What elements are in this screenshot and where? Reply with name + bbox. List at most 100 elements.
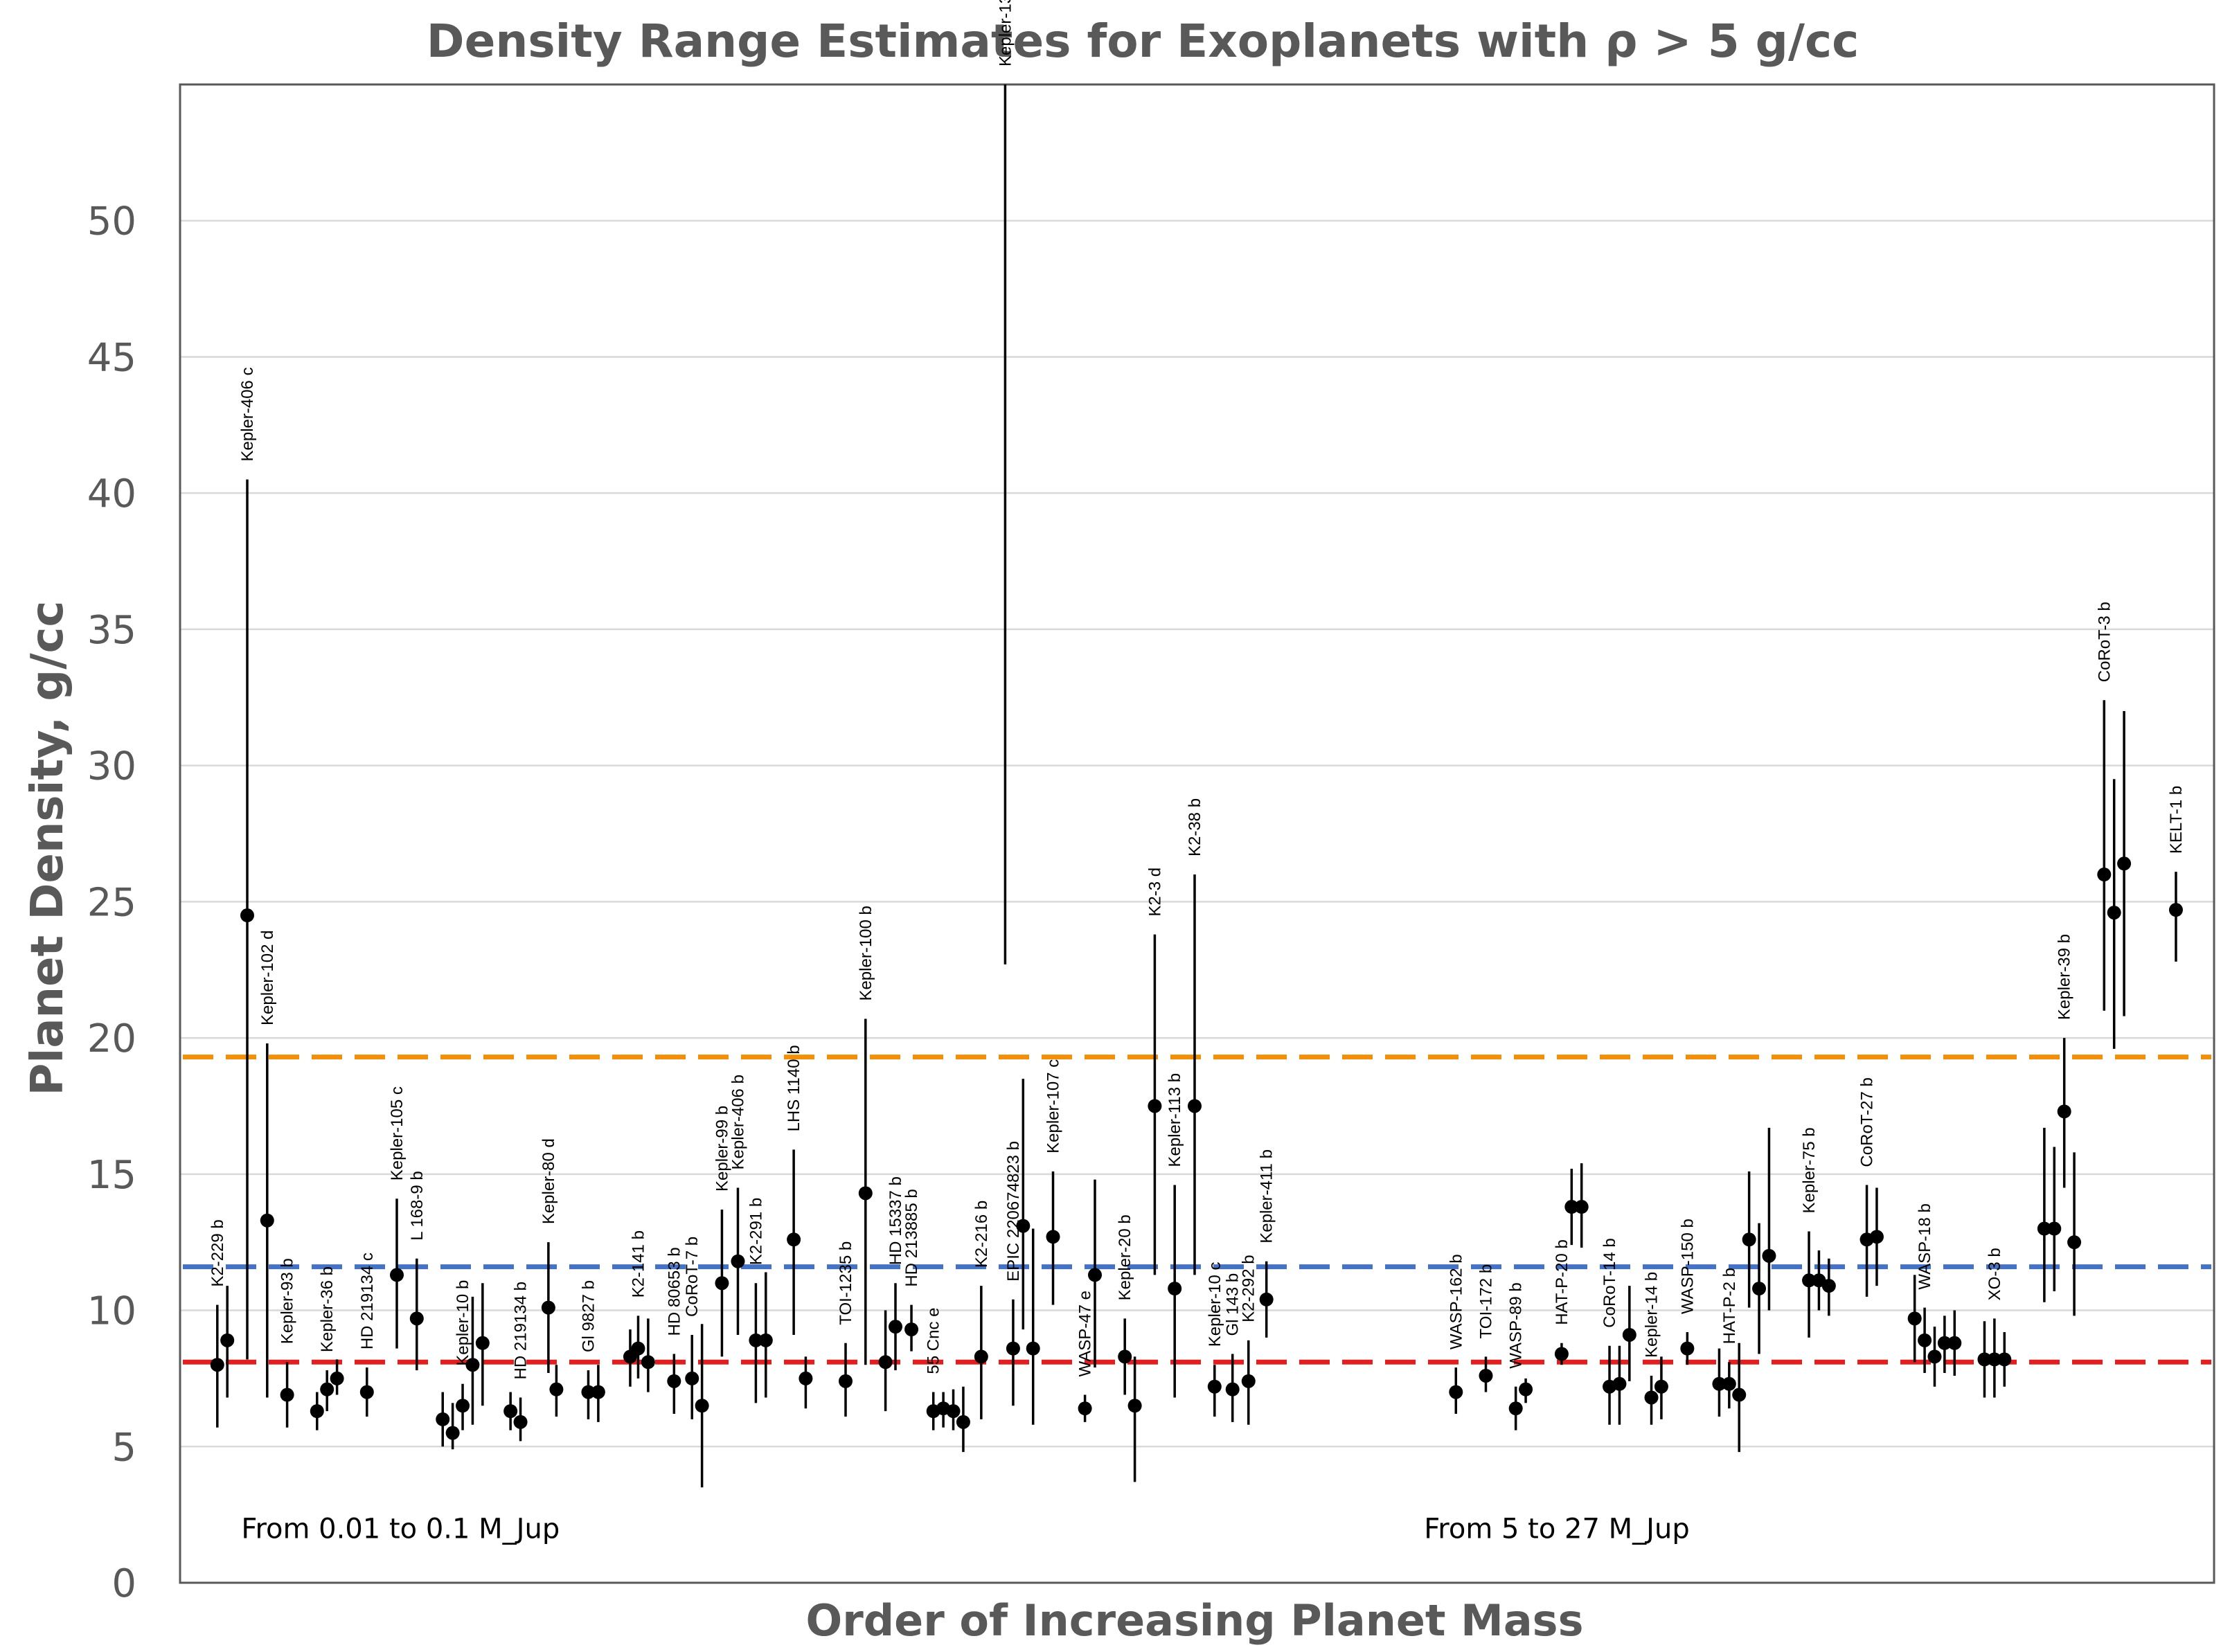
data-point bbox=[956, 1415, 970, 1429]
data-point bbox=[974, 1349, 988, 1364]
data-point bbox=[1564, 1200, 1579, 1214]
reference-lines bbox=[183, 1054, 2211, 1365]
point-label: Kepler-14 b bbox=[1643, 1272, 1661, 1358]
point-label: CoRoT-14 b bbox=[1600, 1238, 1619, 1327]
point-label: Kepler-411 b bbox=[1258, 1149, 1276, 1244]
gridlines bbox=[180, 219, 2214, 1448]
point-label: K2-229 b bbox=[208, 1219, 227, 1286]
point-label: Kepler-36 b bbox=[318, 1266, 337, 1352]
y-tick-label: 15 bbox=[87, 1153, 136, 1198]
data-point bbox=[2057, 1104, 2071, 1119]
point-label: Kepler-406 b bbox=[729, 1075, 747, 1169]
data-point bbox=[858, 1186, 873, 1201]
point-label: WASP-162 b bbox=[1447, 1254, 1465, 1349]
data-point bbox=[695, 1399, 709, 1413]
point-label: WASP-89 b bbox=[1507, 1282, 1526, 1369]
point-label: HD 15337 b bbox=[886, 1176, 905, 1265]
point-label: Gl 9827 b bbox=[579, 1280, 598, 1352]
data-point bbox=[2107, 906, 2121, 920]
data-point bbox=[1722, 1376, 1736, 1391]
data-point bbox=[1026, 1341, 1040, 1356]
point-label: Kepler-406 c bbox=[238, 367, 257, 461]
point-label: K2-141 b bbox=[629, 1230, 648, 1298]
data-point bbox=[1207, 1379, 1222, 1394]
point-label: WASP-47 e bbox=[1076, 1291, 1095, 1377]
y-tick-labels: 0 5 10 15 20 25 30 35 40 45 50 bbox=[87, 199, 136, 1606]
data-point bbox=[1574, 1200, 1589, 1214]
plot-area-border bbox=[179, 83, 2215, 1584]
data-point bbox=[1612, 1376, 1627, 1391]
data-point bbox=[1937, 1336, 1952, 1350]
point-label: K2-38 b bbox=[1186, 798, 1204, 856]
data-point bbox=[1449, 1385, 1463, 1399]
data-point bbox=[1118, 1349, 1132, 1364]
y-tick-label: 20 bbox=[87, 1016, 136, 1061]
data-point bbox=[359, 1385, 374, 1399]
point-label: HD 213885 b bbox=[902, 1189, 921, 1286]
y-tick-label: 0 bbox=[111, 1561, 136, 1606]
data-point bbox=[1869, 1230, 1884, 1244]
range-annotation: From 0.01 to 0.1 M_Jup bbox=[241, 1513, 560, 1545]
data-point bbox=[1977, 1352, 1992, 1367]
point-label: Kepler-10 c bbox=[1206, 1262, 1224, 1347]
data-point bbox=[839, 1374, 853, 1388]
data-point bbox=[1821, 1279, 1836, 1293]
data-point bbox=[1127, 1399, 1142, 1413]
point-label: XO-3 b bbox=[1986, 1248, 2004, 1300]
point-label: K2-216 b bbox=[972, 1201, 991, 1268]
data-point bbox=[1802, 1273, 1817, 1288]
data-point bbox=[541, 1300, 555, 1315]
y-tick-label: 50 bbox=[87, 199, 136, 244]
data-point bbox=[715, 1276, 729, 1291]
data-point bbox=[2168, 903, 2183, 917]
data-point bbox=[456, 1399, 470, 1413]
point-label: WASP-150 b bbox=[1678, 1219, 1697, 1314]
data-point bbox=[787, 1232, 801, 1247]
data-point bbox=[503, 1404, 518, 1419]
data-point bbox=[320, 1382, 334, 1397]
data-point bbox=[2037, 1221, 2051, 1236]
y-tick-label: 40 bbox=[87, 472, 136, 517]
point-label: HAT-P-2 b bbox=[1720, 1268, 1739, 1344]
data-point bbox=[465, 1358, 480, 1372]
range-annotation: From 5 to 27 M_Jup bbox=[1424, 1513, 1690, 1545]
point-label: KELT-1 b bbox=[2167, 786, 2186, 854]
data-point bbox=[445, 1426, 460, 1440]
point-label: K2-292 b bbox=[1240, 1255, 1258, 1322]
data-point bbox=[581, 1385, 596, 1399]
point-label: CoRoT-3 b bbox=[2095, 602, 2114, 682]
data-point bbox=[280, 1388, 294, 1402]
data-point bbox=[2047, 1221, 2062, 1236]
point-label: Kepler-100 b bbox=[857, 906, 875, 1000]
point-label: Kepler-93 b bbox=[278, 1258, 297, 1344]
data-point bbox=[1188, 1099, 1202, 1113]
point-label: EPIC 220674823 b bbox=[1004, 1141, 1023, 1282]
data-point bbox=[409, 1311, 424, 1326]
data-point bbox=[667, 1374, 681, 1388]
data-point bbox=[1907, 1311, 1922, 1326]
data-point bbox=[549, 1382, 564, 1397]
data-point bbox=[1644, 1390, 1659, 1405]
data-point bbox=[240, 908, 254, 923]
data-point bbox=[1479, 1368, 1493, 1383]
data-point bbox=[2097, 868, 2112, 882]
data-point bbox=[1078, 1401, 1092, 1416]
data-point bbox=[685, 1371, 699, 1385]
data-point bbox=[946, 1404, 961, 1419]
y-tick-label: 25 bbox=[87, 880, 136, 925]
x-axis-title: Order of Increasing Planet Mass bbox=[806, 1595, 1584, 1646]
data-point bbox=[1554, 1347, 1569, 1361]
data-point bbox=[641, 1355, 655, 1370]
data-points bbox=[210, 856, 2183, 1440]
y-axis-title: Planet Density, g/cc bbox=[22, 601, 73, 1096]
point-label: Kepler-99 b bbox=[713, 1106, 731, 1192]
point-label: TOI-1235 b bbox=[837, 1241, 855, 1325]
point-label: L 168-9 b bbox=[408, 1171, 427, 1241]
data-point bbox=[1168, 1282, 1182, 1296]
data-point bbox=[1148, 1099, 1162, 1113]
data-point bbox=[1712, 1376, 1727, 1391]
y-tick-label: 35 bbox=[87, 608, 136, 653]
data-point bbox=[631, 1341, 645, 1356]
y-tick-label: 5 bbox=[111, 1425, 136, 1470]
